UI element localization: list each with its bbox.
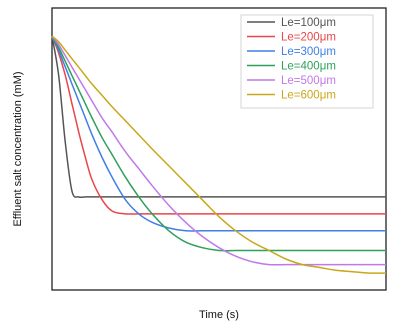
plot-area <box>51 7 387 291</box>
legend-label-1: Le=100μm <box>281 17 336 29</box>
series-line-1 <box>51 36 386 199</box>
series-line-4 <box>51 35 386 252</box>
legend-label-4: Le=400μm <box>281 61 336 73</box>
legend-box <box>240 14 374 109</box>
series-line-3 <box>51 35 386 232</box>
series-group <box>51 35 387 274</box>
series-line-5 <box>51 35 386 266</box>
legend-label-5: Le=500μm <box>281 75 336 87</box>
x-axis-label: Time (s) <box>199 309 239 321</box>
legend-label-3: Le=300μm <box>281 46 336 58</box>
legend-label-2: Le=200μm <box>281 32 336 44</box>
y-axis-label: Effluent salt concentration (mM) <box>12 71 24 226</box>
series-line-6 <box>51 35 387 274</box>
legend: Le=100μm Le=200μm Le=300μm Le=400μm Le=500μm… <box>240 14 374 109</box>
legend-label-6: Le=600μm <box>281 90 336 102</box>
